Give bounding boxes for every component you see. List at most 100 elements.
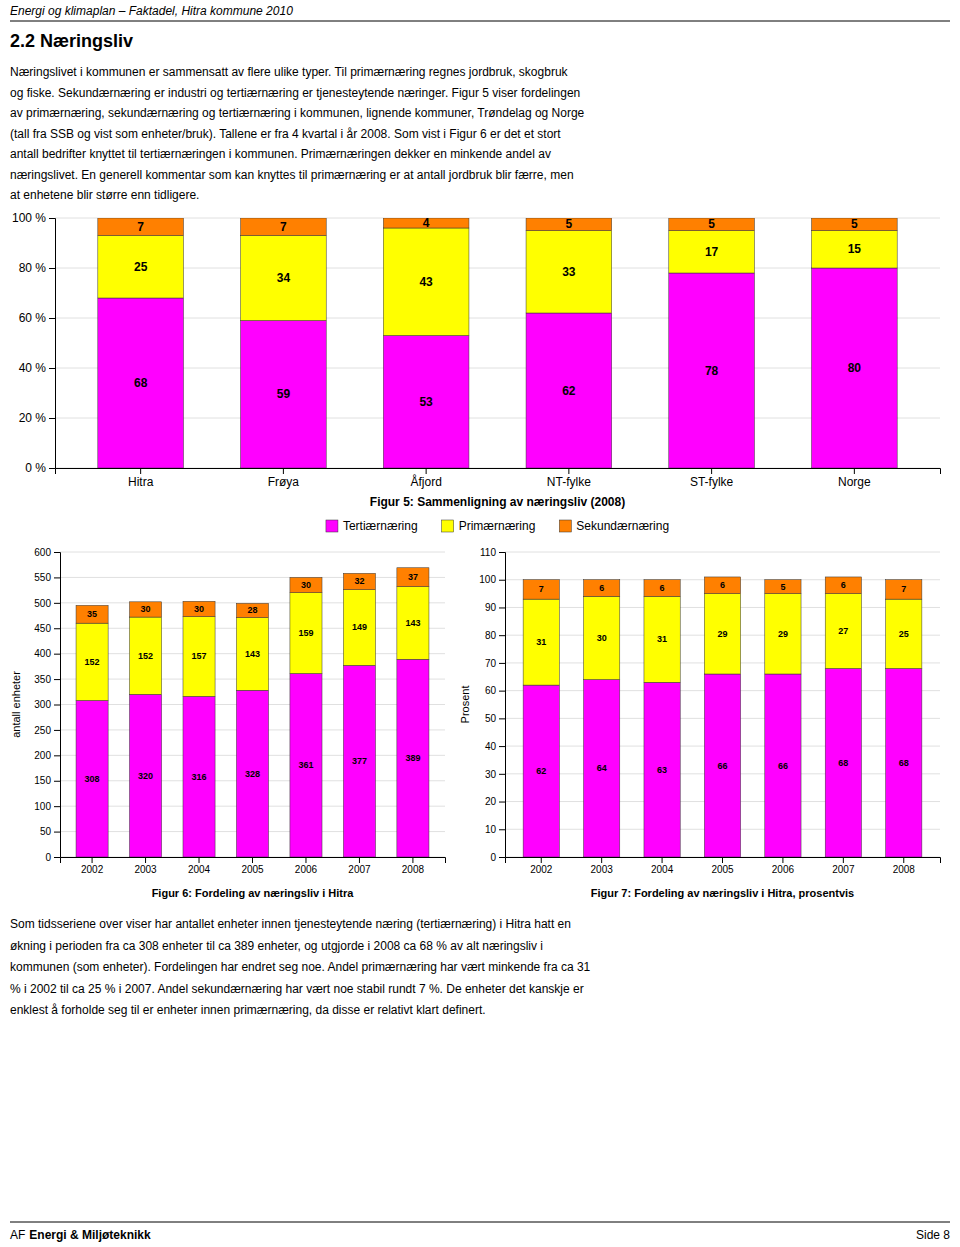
bar bbox=[290, 673, 322, 857]
x-tick: 2007 bbox=[348, 857, 371, 875]
bar bbox=[397, 587, 429, 660]
footer-text: AF bbox=[10, 1228, 25, 1242]
x-tick-label: Hitra bbox=[128, 475, 154, 489]
bar bbox=[183, 601, 215, 616]
y-tick: 100 bbox=[34, 801, 60, 812]
y-tick-label: 0 bbox=[490, 852, 496, 863]
x-tick: NT-fylke bbox=[547, 468, 591, 489]
y-tick-label: 70 bbox=[485, 658, 497, 669]
y-tick-mark bbox=[499, 663, 505, 664]
bar bbox=[812, 231, 898, 269]
data-label: 62 bbox=[536, 766, 546, 776]
y-tick-mark bbox=[54, 832, 60, 833]
legend-label: Sekundærnæring bbox=[576, 519, 669, 533]
grid-line bbox=[505, 552, 940, 553]
x-tick: 2007 bbox=[832, 857, 855, 875]
data-label: 4 bbox=[423, 216, 430, 230]
data-label: 29 bbox=[717, 629, 727, 639]
header: Energi og klimaplan – Faktadel, Hitra ko… bbox=[10, 4, 293, 18]
data-label: 31 bbox=[657, 634, 667, 644]
x-tick: Åfjord bbox=[410, 468, 441, 489]
bar bbox=[241, 321, 327, 469]
y-axis-line bbox=[499, 553, 506, 858]
body-line: næringslivet. En generell kommentar som … bbox=[10, 168, 574, 182]
y-tick-label: 60 bbox=[485, 685, 497, 696]
y-tick: 60 % bbox=[19, 311, 55, 325]
body-line: Som tidsseriene over viser har antallet … bbox=[10, 917, 571, 931]
x-axis: 2002200320042005200620072008 bbox=[506, 857, 941, 875]
data-label: 30 bbox=[597, 633, 607, 643]
data-label: 320 bbox=[138, 771, 153, 781]
data-label: 5 bbox=[566, 217, 573, 231]
bar bbox=[644, 596, 680, 682]
legend-item: Tertiærnæring bbox=[326, 519, 418, 533]
bars bbox=[76, 568, 429, 857]
footer-text: Energi & Miljøteknikk bbox=[29, 1228, 151, 1242]
grid bbox=[60, 552, 445, 857]
y-axis: 0102030405060708090100110 bbox=[479, 547, 505, 863]
grid-line bbox=[55, 418, 940, 419]
bar bbox=[526, 218, 612, 231]
data-label: 27 bbox=[838, 626, 848, 636]
bars bbox=[98, 218, 897, 468]
footer-page: Side 8 bbox=[916, 1228, 950, 1242]
chart: 6859536278802534433317157745550 %20 %40 … bbox=[12, 211, 941, 533]
y-tick-mark bbox=[54, 857, 60, 858]
bar bbox=[644, 682, 680, 857]
y-tick: 300 bbox=[34, 699, 60, 710]
x-tick-label: Norge bbox=[838, 475, 871, 489]
data-label: 152 bbox=[85, 657, 100, 667]
x-tick-mark bbox=[782, 857, 783, 863]
bar bbox=[644, 580, 680, 597]
y-tick: 200 bbox=[34, 750, 60, 761]
chart: 6264636666686831303129292725766656701020… bbox=[459, 547, 941, 899]
grid-line bbox=[55, 218, 940, 219]
body-line: at enhetene blir større enn tidligere. bbox=[10, 188, 199, 202]
y-tick-label: 200 bbox=[34, 750, 51, 761]
data-labels: 3083203163283613773891521521571431591491… bbox=[85, 572, 421, 784]
y-tick: 20 % bbox=[19, 411, 55, 425]
x-tick-label: 2005 bbox=[711, 864, 734, 875]
x-axis-line bbox=[61, 858, 446, 864]
y-tick-mark bbox=[49, 368, 55, 369]
y-tick-label: 100 % bbox=[12, 211, 46, 225]
x-tick: 2004 bbox=[188, 857, 211, 875]
bar bbox=[76, 605, 108, 623]
y-tick-mark bbox=[499, 552, 505, 553]
y-tick: 90 bbox=[485, 602, 505, 613]
x-tick-label: Åfjord bbox=[410, 474, 441, 489]
x-tick-label: 2006 bbox=[295, 864, 318, 875]
y-tick-label: 300 bbox=[34, 699, 51, 710]
y-tick-mark bbox=[499, 635, 505, 636]
legend: TertiærnæringPrimærnæringSekundærnæring bbox=[326, 519, 669, 533]
bar bbox=[669, 273, 755, 468]
bar bbox=[523, 599, 559, 685]
bar bbox=[526, 313, 612, 468]
data-label: 5 bbox=[851, 217, 858, 231]
x-tick-mark bbox=[662, 857, 663, 863]
grid-line bbox=[60, 577, 445, 578]
grid-line bbox=[55, 368, 940, 369]
bar bbox=[886, 668, 922, 857]
data-label: 68 bbox=[134, 376, 148, 390]
y-tick-label: 80 % bbox=[19, 261, 47, 275]
data-label: 308 bbox=[85, 774, 100, 784]
data-label: 43 bbox=[419, 275, 433, 289]
x-tick-label: 2007 bbox=[832, 864, 855, 875]
y-tick-label: 150 bbox=[34, 775, 51, 786]
x-tick: 2003 bbox=[591, 857, 614, 875]
bar bbox=[704, 577, 740, 594]
x-axis: 2002200320042005200620072008 bbox=[61, 857, 446, 875]
data-label: 31 bbox=[536, 637, 546, 647]
y-tick-label: 60 % bbox=[19, 311, 47, 325]
data-label: 68 bbox=[838, 758, 848, 768]
y-tick: 70 bbox=[485, 658, 505, 669]
y-tick-label: 100 bbox=[479, 574, 496, 585]
data-labels: 685953627880253443331715774555 bbox=[134, 216, 861, 409]
bar bbox=[812, 268, 898, 468]
data-label: 143 bbox=[405, 618, 420, 628]
data-label: 316 bbox=[192, 772, 207, 782]
y-axis-title: Prosent bbox=[459, 686, 471, 724]
data-label: 62 bbox=[562, 384, 576, 398]
y-tick-label: 550 bbox=[34, 572, 51, 583]
